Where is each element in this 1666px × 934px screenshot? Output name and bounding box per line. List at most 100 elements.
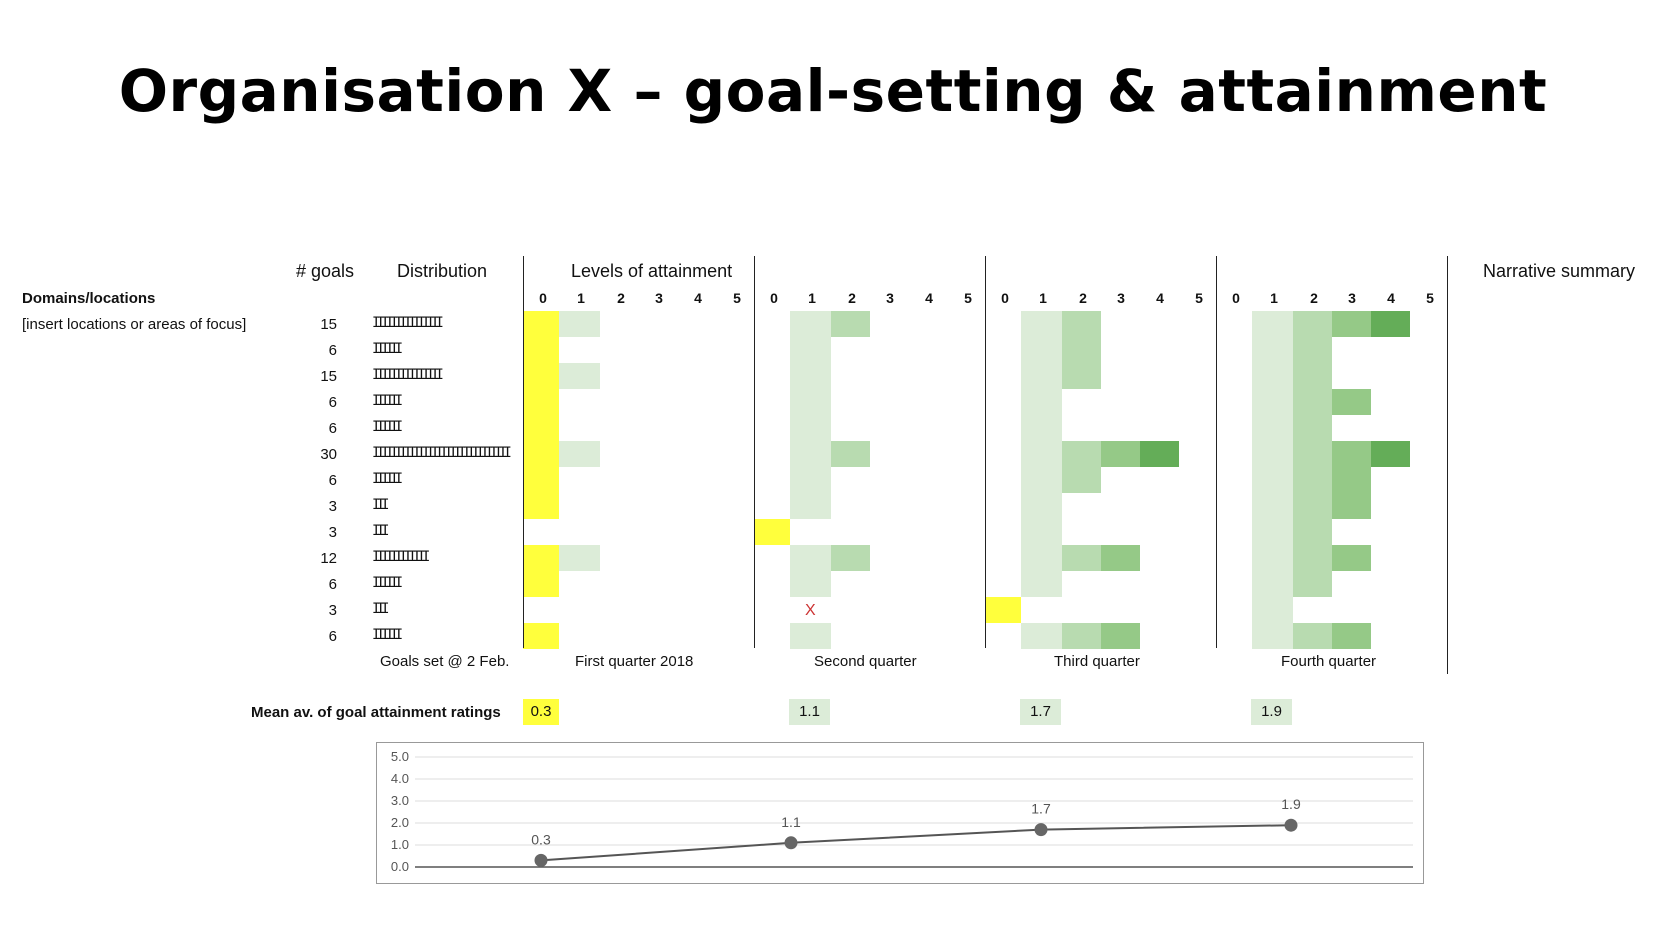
y-tick-label: 3.0 bbox=[391, 793, 409, 808]
heatmap-cell bbox=[559, 441, 600, 467]
q4-label: Fourth quarter bbox=[1281, 653, 1377, 670]
level-header-q2-0: 0 bbox=[770, 290, 778, 306]
heatmap-cell bbox=[1062, 363, 1101, 389]
heatmap-cell bbox=[790, 597, 831, 623]
heatmap-cell bbox=[1332, 311, 1371, 337]
level-header-q2-4: 4 bbox=[925, 290, 933, 306]
series-line bbox=[540, 824, 1292, 862]
heatmap-cell bbox=[1252, 545, 1293, 571]
goal-count: 15 bbox=[320, 368, 337, 385]
heatmap-cell bbox=[1101, 623, 1140, 649]
distribution-ticks: IIIIII bbox=[372, 575, 403, 591]
heatmap-cell bbox=[1332, 493, 1371, 519]
goals-set-label: Goals set @ 2 Feb. bbox=[380, 653, 510, 670]
level-header-q1-0: 0 bbox=[539, 290, 547, 306]
heatmap-cell bbox=[1021, 389, 1062, 415]
mean-value-q2: 1.1 bbox=[789, 699, 830, 725]
heatmap-cell bbox=[790, 363, 831, 389]
heatmap-cell bbox=[831, 545, 870, 571]
separator-q4 bbox=[1447, 256, 1448, 674]
goal-count: 3 bbox=[328, 602, 337, 619]
heatmap-cell bbox=[1293, 337, 1332, 363]
heatmap-cell bbox=[1252, 571, 1293, 597]
level-header-q2-2: 2 bbox=[848, 290, 856, 306]
distribution-ticks: IIIIIIIIIIIIIIIIIIIIIIIIIIIIII bbox=[372, 445, 512, 461]
goal-count: 3 bbox=[328, 498, 337, 515]
heatmap-cell bbox=[1332, 441, 1371, 467]
heatmap-cell bbox=[790, 571, 831, 597]
level-header-q2-3: 3 bbox=[886, 290, 894, 306]
y-tick-label: 5.0 bbox=[391, 749, 409, 764]
heatmap-cell bbox=[1021, 441, 1062, 467]
heatmap-cell bbox=[1293, 363, 1332, 389]
goal-count: 12 bbox=[320, 550, 337, 567]
heatmap-cell bbox=[1293, 389, 1332, 415]
distribution-ticks: IIIIII bbox=[372, 393, 403, 409]
heatmap-cell bbox=[1101, 545, 1140, 571]
data-point bbox=[784, 836, 798, 850]
distribution-ticks: IIIIII bbox=[372, 471, 403, 487]
heatmap-cell bbox=[523, 415, 559, 441]
data-point bbox=[534, 853, 548, 867]
distribution-header: Distribution bbox=[397, 261, 488, 281]
heatmap-cell bbox=[1062, 545, 1101, 571]
heatmap-cell bbox=[559, 311, 600, 337]
heatmap-cell bbox=[1021, 571, 1062, 597]
levels-header: Levels of attainment bbox=[571, 261, 733, 281]
heatmap-cell bbox=[1021, 337, 1062, 363]
heatmap-cell bbox=[1062, 623, 1101, 649]
heatmap-cell bbox=[831, 311, 870, 337]
level-header-q2-1: 1 bbox=[808, 290, 816, 306]
heatmap-cell bbox=[1252, 493, 1293, 519]
heatmap-cell bbox=[1062, 311, 1101, 337]
data-label: 0.3 bbox=[531, 831, 551, 847]
heatmap-cell bbox=[1252, 415, 1293, 441]
heatmap-cell bbox=[1371, 311, 1410, 337]
distribution-ticks: III bbox=[372, 497, 389, 513]
heatmap-cell bbox=[985, 597, 1021, 623]
distribution-ticks: IIIIIIIIIIIIIII bbox=[372, 367, 444, 383]
goal-count: 3 bbox=[328, 524, 337, 541]
distribution-ticks: III bbox=[372, 523, 389, 539]
heatmap-cell bbox=[1021, 415, 1062, 441]
heatmap-cell bbox=[790, 623, 831, 649]
heatmap-cell bbox=[523, 441, 559, 467]
level-header-q1-2: 2 bbox=[617, 290, 625, 306]
heatmap-cell bbox=[1332, 467, 1371, 493]
heatmap-cell bbox=[790, 467, 831, 493]
heatmap-cell bbox=[1293, 415, 1332, 441]
heatmap-cell bbox=[523, 571, 559, 597]
heatmap-cell bbox=[1062, 337, 1101, 363]
level-header-q2-5: 5 bbox=[964, 290, 972, 306]
narrative-header: Narrative summary bbox=[1483, 261, 1636, 281]
heatmap-cell bbox=[1332, 545, 1371, 571]
heatmap-cell bbox=[1140, 441, 1179, 467]
heatmap-cell bbox=[1062, 441, 1101, 467]
heatmap-cell bbox=[523, 389, 559, 415]
heatmap-cell bbox=[1293, 467, 1332, 493]
separator-q3 bbox=[1216, 256, 1217, 648]
heatmap-cell bbox=[1021, 467, 1062, 493]
heatmap-cell bbox=[831, 441, 870, 467]
heatmap-cell bbox=[754, 519, 790, 545]
heatmap-cell bbox=[1293, 623, 1332, 649]
heatmap-cell bbox=[1252, 441, 1293, 467]
heatmap-cell bbox=[1252, 519, 1293, 545]
goals-header: # goals bbox=[296, 261, 355, 281]
heatmap-cell bbox=[1293, 545, 1332, 571]
level-header-q3-4: 4 bbox=[1156, 290, 1164, 306]
goal-count: 30 bbox=[320, 446, 337, 463]
heatmap-cell bbox=[1021, 623, 1062, 649]
level-header-q4-2: 2 bbox=[1310, 290, 1318, 306]
heatmap-cell bbox=[1293, 441, 1332, 467]
heatmap-cell bbox=[1293, 519, 1332, 545]
mean-value-q4: 1.9 bbox=[1251, 699, 1292, 725]
heatmap-cell bbox=[790, 415, 831, 441]
heatmap-cell bbox=[1252, 363, 1293, 389]
heatmap-cell bbox=[559, 363, 600, 389]
distribution-ticks: IIIIIIIIIIIIIII bbox=[372, 315, 444, 331]
mean-value-q3: 1.7 bbox=[1020, 699, 1061, 725]
heatmap-cell bbox=[523, 545, 559, 571]
heatmap-cell bbox=[1252, 337, 1293, 363]
missing-marker: X bbox=[805, 602, 816, 619]
